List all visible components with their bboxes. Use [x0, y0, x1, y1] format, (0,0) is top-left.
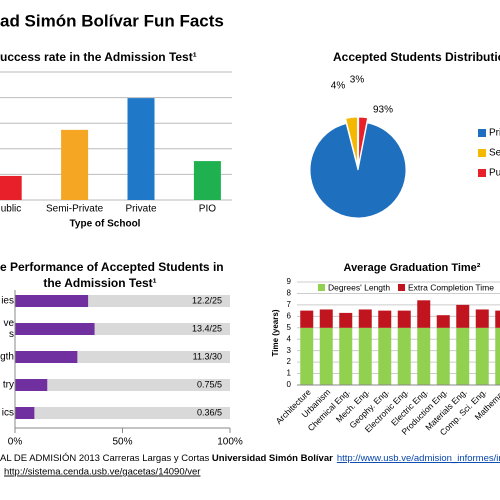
x-tick-label: 50%: [112, 437, 132, 448]
bar-segment: [495, 310, 500, 328]
bar: [0, 175, 22, 200]
data-label: 93%: [373, 105, 393, 116]
y-tick-label: 1: [287, 369, 292, 378]
bar-segment: [475, 327, 489, 385]
bar: [15, 379, 48, 391]
chart-title: e Performance of Accepted Students in: [0, 260, 224, 274]
pie-slice: [345, 116, 359, 166]
footer-line: AL DE ADMISIÓN 2013 Carreras Largas y Co…: [0, 453, 500, 464]
legend-swatch: [318, 284, 325, 291]
bar-segment: [417, 327, 431, 385]
bar-segment: [456, 304, 470, 328]
bar-segment: [339, 327, 353, 385]
legend-label: Degrees' Length: [328, 282, 390, 292]
legend-swatch: [478, 169, 486, 177]
score-label: 11.3/30: [193, 351, 222, 361]
bar-segment: [436, 315, 450, 328]
y-tick-label: gth: [0, 351, 14, 363]
footer-link[interactable]: http://sistema.cenda.usb.ve/gacetas/1409…: [4, 467, 200, 478]
bar-segment: [358, 327, 372, 385]
bar-segment: [436, 327, 450, 385]
bar-segment: [358, 309, 372, 328]
x-tick-label: PIO: [199, 204, 216, 215]
score-label: 13.4/25: [192, 323, 222, 333]
x-tick-label: Semi-Private: [46, 204, 104, 215]
bar: [15, 295, 89, 307]
data-label: 4%: [331, 81, 346, 92]
pie-slice: [309, 122, 407, 219]
legend-label: Ser: [489, 148, 500, 159]
y-tick-label: 2: [287, 357, 292, 366]
page-title: ad Simón Bolívar Fun Facts: [0, 11, 224, 30]
legend-swatch: [478, 149, 486, 157]
y-tick-label: 8: [287, 289, 292, 298]
bar-segment: [339, 312, 353, 328]
bar-segment: [456, 327, 470, 385]
bar-segment: [397, 310, 411, 328]
legend-label: Pub: [489, 168, 500, 179]
bar: [15, 351, 78, 363]
bar-segment: [475, 309, 489, 328]
bar: [193, 161, 221, 200]
y-tick-label: 6: [287, 311, 292, 320]
y-tick-label: ve s: [3, 318, 14, 340]
legend-swatch: [478, 129, 486, 137]
legend-label: Extra Completion Time: [408, 282, 494, 292]
chart-title: uccess rate in the Admission Test¹: [0, 50, 197, 64]
y-tick-label: 7: [287, 300, 292, 309]
bar-segment: [378, 327, 392, 385]
bar-track: [15, 379, 230, 391]
legend-swatch: [398, 284, 405, 291]
bar-segment: [319, 327, 333, 385]
x-tick-label: 0%: [8, 437, 23, 448]
y-tick-label: ics: [1, 407, 14, 419]
bar-segment: [495, 327, 500, 385]
y-tick-label: 9: [287, 277, 292, 286]
y-tick-label: ies: [1, 295, 14, 307]
bar-segment: [300, 327, 314, 385]
bar: [61, 129, 89, 200]
bar-track: [15, 407, 230, 419]
bar-segment: [319, 309, 333, 328]
data-label: 3%: [350, 75, 365, 86]
y-tick-label: 0: [287, 380, 292, 389]
chart-title: Accepted Students Distribution: [333, 50, 500, 64]
footer-text: Universidad Simón Bolívar: [212, 453, 333, 464]
bar-segment: [378, 310, 392, 328]
x-tick-label: Private: [125, 204, 157, 215]
bar-segment: [417, 300, 431, 328]
y-tick-label: 4: [287, 334, 292, 343]
bar-segment: [397, 327, 411, 385]
x-tick-label: ublic: [1, 204, 22, 215]
footer-link[interactable]: http://www.usb.ve/admision_informes/inte…: [337, 453, 500, 464]
x-axis-title: Type of School: [70, 219, 141, 230]
chart-title: the Admission Test¹: [43, 276, 156, 290]
y-tick-label: 3: [287, 346, 292, 355]
bar-segment: [300, 310, 314, 328]
footer-text: AL DE ADMISIÓN 2013 Carreras Largas y Co…: [0, 453, 212, 464]
y-tick-label: try: [2, 379, 14, 391]
score-label: 12.2/25: [192, 295, 222, 305]
legend-label: Priv: [489, 128, 500, 139]
score-label: 0.75/5: [197, 379, 222, 389]
x-tick-label: 100%: [217, 437, 243, 448]
bar: [15, 323, 95, 335]
y-axis-title: Time (years): [271, 309, 280, 356]
pie-slice: [357, 116, 369, 166]
bar: [127, 98, 155, 200]
bar: [15, 407, 35, 419]
chart-title: Average Graduation Time²: [344, 262, 481, 274]
score-label: 0.36/5: [197, 407, 222, 417]
y-tick-label: 5: [287, 323, 292, 332]
